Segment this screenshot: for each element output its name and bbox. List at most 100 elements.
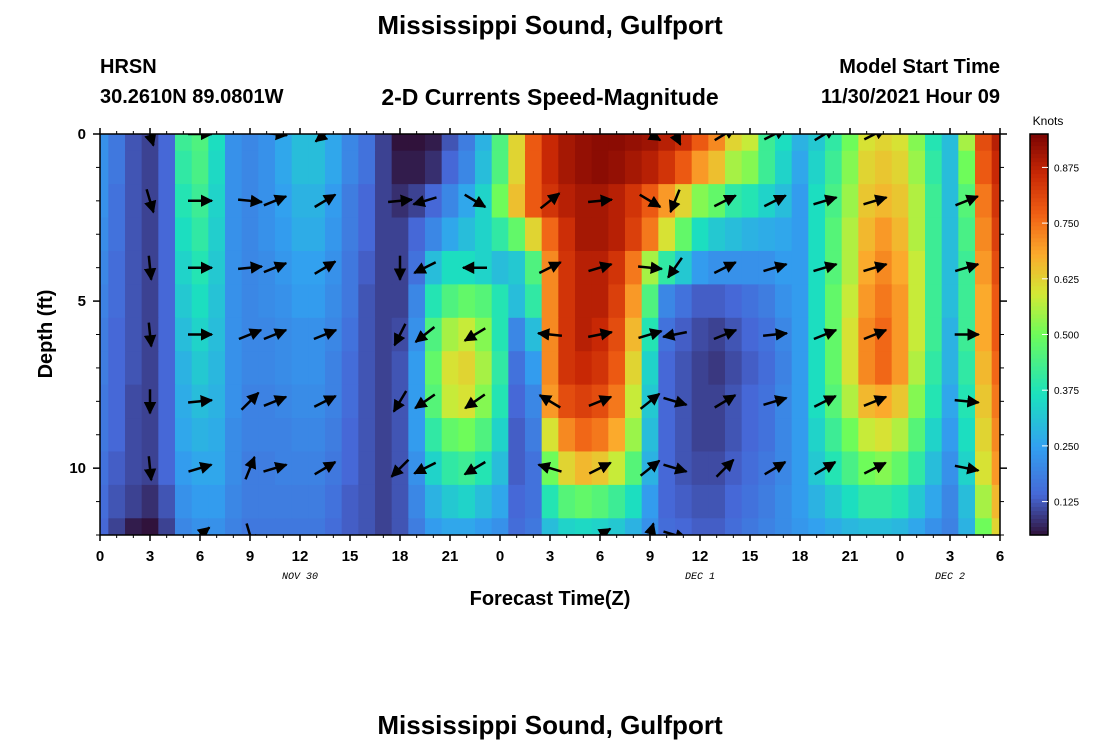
current-vector-arrow: [661, 328, 688, 341]
colorbar-tick-label: 0.125: [1054, 498, 1079, 509]
colorbar-segment: [1030, 502, 1048, 508]
colorbar-segment: [1030, 218, 1048, 223]
colorbar-unit-label: Knots: [1033, 114, 1064, 128]
heatmap-cell: [991, 518, 1000, 535]
heatmap-cell: [891, 384, 909, 419]
heatmap-cell: [325, 518, 343, 535]
heatmap-cell: [225, 317, 243, 352]
heatmap-cell: [108, 134, 126, 152]
heatmap-cell: [475, 134, 493, 152]
heatmap-cell: [608, 418, 626, 453]
colorbar-segment: [1030, 214, 1048, 219]
heatmap-cell: [808, 184, 826, 219]
colorbar-segment: [1030, 426, 1048, 432]
heatmap-cell: [225, 184, 243, 219]
heatmap-cell: [325, 217, 343, 252]
current-vector-arrow: [954, 261, 980, 274]
current-vector-arrow: [393, 323, 407, 347]
heatmap-cell: [208, 384, 226, 419]
heatmap-cell: [441, 184, 459, 219]
colorbar-segment: [1030, 442, 1048, 448]
heatmap-cell: [608, 284, 626, 319]
heatmap-cell: [775, 184, 793, 219]
heatmap-cell: [708, 484, 726, 519]
heatmap-cell: [175, 418, 193, 453]
heatmap-cell: [375, 184, 393, 219]
heatmap-cell: [725, 518, 743, 535]
current-vector-arrow: [314, 193, 337, 209]
heatmap-cell: [108, 451, 126, 486]
heatmap-cell: [158, 184, 176, 219]
current-vector-arrow: [143, 255, 157, 281]
heatmap-cell: [291, 150, 309, 185]
heatmap-cell: [491, 484, 509, 519]
heatmap-cell: [925, 134, 943, 152]
heatmap-cell: [925, 384, 943, 419]
heatmap-cell: [891, 250, 909, 285]
heatmap-cell: [875, 451, 893, 486]
x-tick-label: 3: [146, 548, 154, 565]
heatmap-cell: [458, 217, 476, 252]
heatmap-cell: [291, 317, 309, 352]
heatmap-cell: [108, 518, 126, 535]
heatmap-cell: [758, 134, 776, 152]
heatmap-cell: [258, 250, 276, 285]
colorbar-segment: [1030, 274, 1048, 279]
current-vector-arrow: [863, 194, 888, 207]
heatmap-cell: [325, 150, 343, 185]
heatmap-cell: [125, 134, 143, 152]
heatmap-cell: [508, 484, 526, 519]
colorbar-segment: [1030, 246, 1048, 251]
x-tick-label: 0: [496, 548, 504, 565]
heatmap-cell: [708, 250, 726, 285]
heatmap-cell: [208, 351, 226, 386]
heatmap-cell: [891, 150, 909, 185]
colorbar-segment: [1030, 262, 1048, 267]
heatmap-cell: [608, 317, 626, 352]
heatmap-cell: [375, 451, 393, 486]
current-vector-arrow: [644, 522, 657, 535]
heatmap-cell: [341, 284, 359, 319]
current-vector-arrow: [187, 395, 214, 408]
heatmap-cell: [575, 150, 593, 185]
heatmap-cell: [441, 250, 459, 285]
heatmap-cell: [841, 217, 859, 252]
heatmap-cell: [225, 217, 243, 252]
heatmap-cell: [991, 317, 1000, 352]
heatmap-cell: [275, 484, 293, 519]
heatmap-cell: [691, 418, 709, 453]
colorbar-segment: [1030, 298, 1048, 304]
heatmap-cell: [825, 518, 843, 535]
current-vector-arrow: [954, 462, 980, 475]
heatmap-cell: [775, 150, 793, 185]
heatmap-cell: [375, 150, 393, 185]
heatmap-cell: [891, 217, 909, 252]
colorbar-segment: [1030, 530, 1048, 536]
heatmap-cell: [975, 250, 993, 285]
colorbar-segment: [1030, 422, 1048, 428]
heatmap-cell: [358, 484, 376, 519]
heatmap-cell: [758, 451, 776, 486]
colorbar-segment: [1030, 258, 1048, 263]
heatmap-cell: [975, 418, 993, 453]
heatmap-cell: [341, 518, 359, 535]
colorbar-segment: [1030, 378, 1048, 384]
heatmap-cell: [258, 451, 276, 486]
heatmap-cell: [541, 284, 559, 319]
heatmap-cell: [258, 484, 276, 519]
colorbar-segment: [1030, 174, 1048, 179]
heatmap-cell: [108, 217, 126, 252]
heatmap-cell: [958, 134, 976, 152]
heatmap-cell: [391, 518, 409, 535]
colorbar-segment: [1030, 210, 1048, 215]
colorbar-segment: [1030, 290, 1048, 295]
heatmap-cell: [925, 418, 943, 453]
colorbar-tick-label: 0.625: [1054, 275, 1079, 286]
heatmap-cell: [675, 484, 693, 519]
heatmap-cell: [858, 451, 876, 486]
current-vector-arrow: [813, 394, 837, 408]
model-start-label: Model Start Time: [839, 56, 1000, 78]
heatmap-cell: [108, 351, 126, 386]
current-vector-arrow: [313, 328, 338, 341]
heatmap-cell: [441, 484, 459, 519]
